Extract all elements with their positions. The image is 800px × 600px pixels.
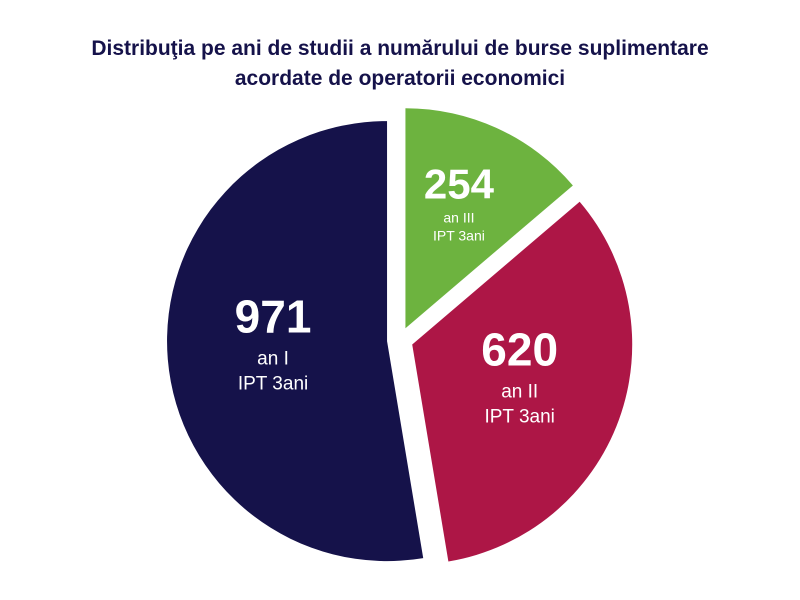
data-label-year-an-ii: an II: [501, 382, 538, 403]
data-label-value-an-ii: 620: [481, 324, 558, 376]
data-label-type-an-ii: IPT 3ani: [484, 407, 554, 428]
chart-title-line-1: Distribuţia pe ani de studii a numărului…: [91, 37, 709, 60]
data-label-value-an-iii: 254: [424, 160, 495, 207]
data-label-year-an-iii: an III: [443, 209, 474, 225]
data-label-value-an-i: 971: [235, 291, 312, 343]
data-label-type-an-i: IPT 3ani: [238, 374, 308, 395]
slice-an-ii: [412, 201, 633, 562]
data-label-year-an-i: an I: [257, 349, 289, 370]
slice-an-iii: [405, 108, 573, 329]
chart-title: Distribuţia pe ani de studii a numărului…: [0, 34, 800, 94]
data-label-type-an-iii: IPT 3ani: [433, 227, 485, 243]
slice-an-i: [167, 121, 424, 562]
chart-title-line-2: acordate de operatorii economici: [234, 67, 566, 90]
